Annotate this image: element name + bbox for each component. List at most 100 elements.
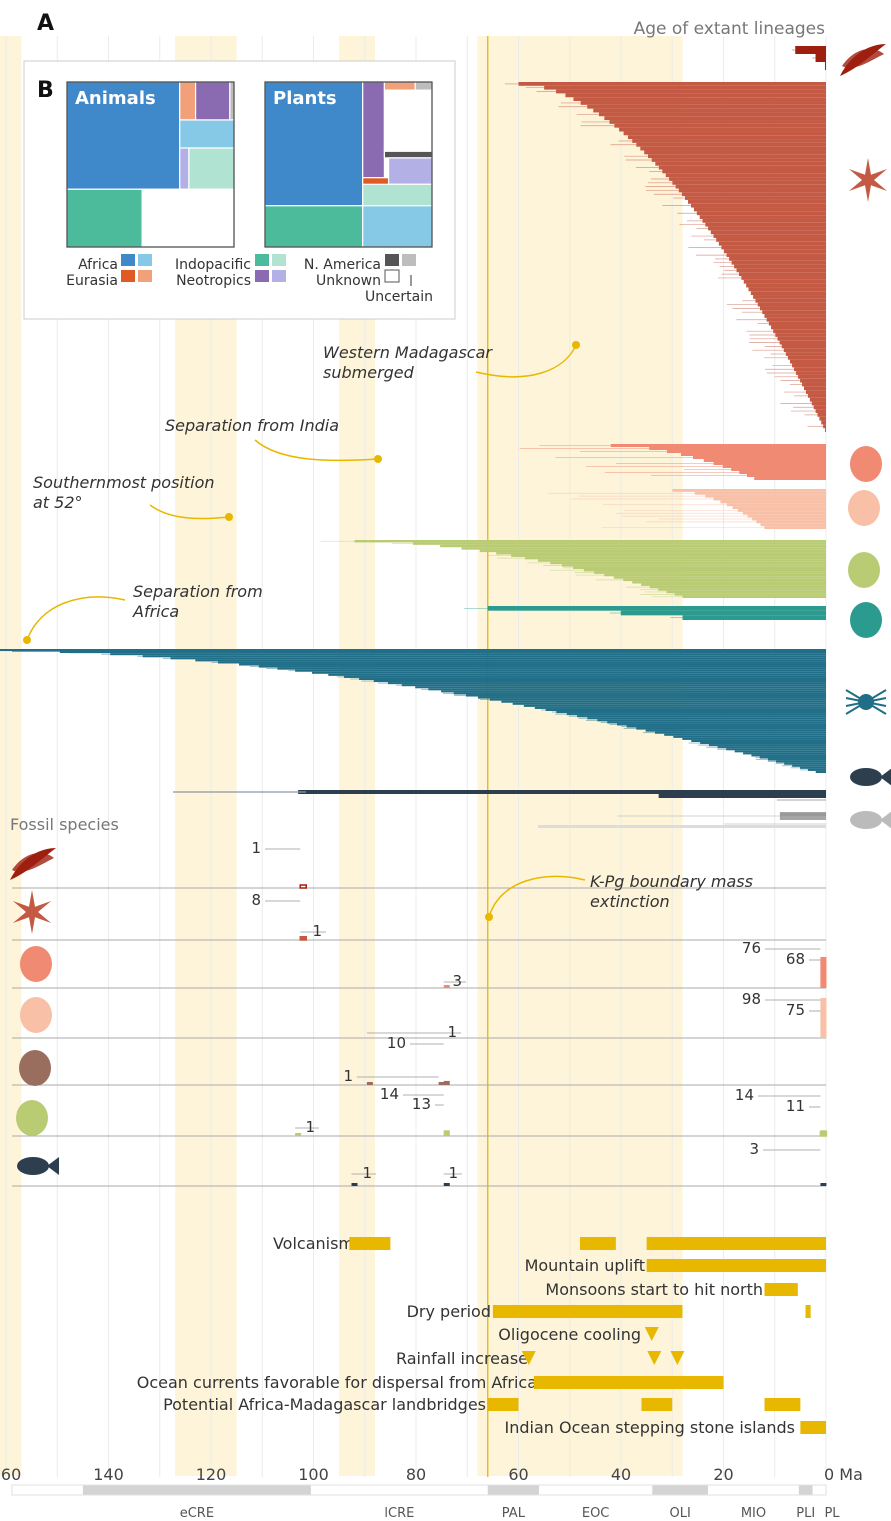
crown-bar — [716, 237, 826, 242]
legend-swatch — [138, 270, 152, 282]
period-bar — [812, 1485, 826, 1495]
treemap-cell — [188, 147, 235, 190]
period-bar — [487, 1485, 539, 1495]
crown-bar — [802, 382, 826, 387]
legend-swatch — [255, 270, 269, 282]
crown-bar — [751, 754, 826, 757]
crown-bar — [807, 768, 826, 771]
crown-bar — [780, 813, 826, 816]
fossil-count: 11 — [786, 1097, 805, 1115]
crown-bar — [218, 661, 827, 664]
treemap-frame — [66, 81, 235, 248]
crown-bar — [700, 742, 826, 745]
fossil-count: 13 — [412, 1095, 431, 1113]
icon-shape — [12, 853, 54, 872]
crown-bar — [354, 540, 826, 543]
fossil-count: 14 — [735, 1086, 754, 1104]
fossil-count: 1 — [305, 1118, 315, 1136]
fossil-count: 1 — [448, 1164, 458, 1182]
crown-bar — [512, 702, 826, 705]
annotation-text: Africa — [132, 602, 179, 621]
crown-bar — [748, 287, 826, 292]
legend-swatch — [402, 254, 416, 266]
frog-icon — [850, 602, 882, 638]
event-span — [800, 1421, 826, 1434]
fossil-count: 3 — [749, 1140, 759, 1158]
crown-bar — [741, 276, 826, 280]
icon-shape — [848, 490, 880, 526]
crown-bar — [800, 378, 826, 383]
chameleon-icon — [16, 1100, 48, 1136]
legend-swatch — [272, 270, 286, 282]
crown-bar — [753, 295, 826, 299]
fossil-bar — [295, 1133, 302, 1136]
legend-swatch — [385, 254, 399, 266]
annotation-dot — [374, 455, 382, 463]
annotation-leader — [488, 875, 586, 918]
crown-bar — [604, 116, 826, 121]
fossil-count: 75 — [786, 1001, 805, 1019]
annotation-text: Southernmost position — [33, 473, 215, 492]
lineage-title: Age of extant lineages — [634, 19, 826, 39]
crown-bar — [682, 615, 826, 620]
crown-bar — [688, 199, 826, 204]
fossil-count: 98 — [742, 990, 761, 1008]
icon-shape — [19, 1050, 51, 1086]
annotation-dot — [23, 636, 31, 644]
crown-bar — [645, 729, 826, 732]
panel-letter-a: A — [37, 11, 54, 36]
fossil-bar — [443, 985, 450, 988]
period-label: PLI — [796, 1506, 815, 1521]
fern-icon — [10, 848, 56, 880]
crown-bar — [619, 127, 826, 132]
treemap-cell — [179, 147, 190, 190]
event-label: Indian Ocean stepping stone islands — [505, 1418, 795, 1437]
crown-bar — [775, 333, 826, 337]
period-bar — [539, 1485, 653, 1495]
legend-label: Indopacific — [175, 257, 251, 273]
icon-shape — [850, 811, 882, 829]
crown-bar — [387, 682, 826, 685]
icon-shape — [47, 1157, 59, 1175]
annotation-leader — [475, 344, 577, 378]
crown-bar — [343, 675, 826, 678]
crown-bar — [760, 523, 826, 527]
treemap-cell — [264, 205, 364, 248]
crown-bar — [747, 514, 826, 518]
crown-bar — [680, 453, 826, 456]
crown-bar — [607, 721, 826, 724]
crown-bar — [713, 497, 826, 501]
crown-bar — [359, 677, 826, 680]
crown-bar — [666, 590, 826, 594]
axis-tick-label: 80 — [406, 1465, 426, 1484]
fossil-count: 76 — [742, 939, 761, 957]
crown-bar — [593, 108, 826, 113]
crown-bar — [501, 700, 826, 703]
crown-bar — [538, 825, 826, 828]
event-label: Oligocene cooling — [498, 1325, 641, 1344]
annotation-text: K-Pg boundary mass — [590, 872, 753, 891]
period-label: EOC — [582, 1506, 610, 1521]
crown-bar — [726, 253, 826, 257]
crown-bar — [556, 89, 826, 94]
crown-bar — [807, 393, 826, 398]
icon-shape — [845, 689, 887, 715]
crown-bar — [525, 556, 826, 560]
crown-bar — [666, 450, 826, 453]
crown-bar — [734, 264, 826, 269]
crown-bar — [759, 756, 826, 759]
crown-bar — [726, 748, 826, 751]
crown-bar — [651, 158, 826, 162]
icon-shape — [850, 768, 882, 786]
crown-bar — [794, 367, 826, 372]
treemap-cell — [66, 188, 143, 248]
crown-bar — [594, 571, 826, 574]
crown-bar — [819, 416, 826, 421]
crown-bar — [805, 390, 826, 394]
crown-bar — [743, 279, 826, 284]
crown-bar — [373, 680, 826, 683]
legend-swatch — [255, 254, 269, 266]
crown-bar — [465, 694, 826, 697]
crown-bar — [795, 46, 826, 54]
